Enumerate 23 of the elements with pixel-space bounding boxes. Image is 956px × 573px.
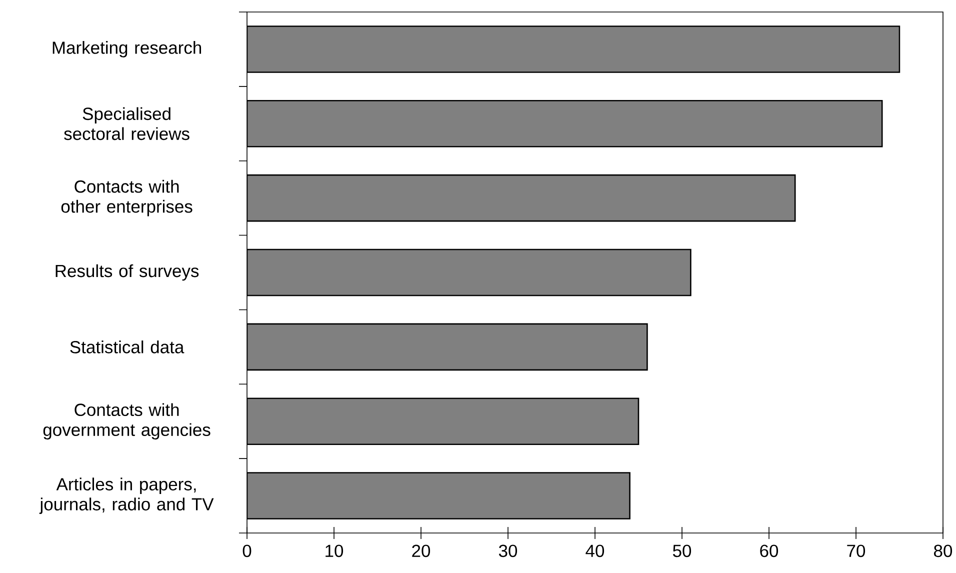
x-tick-label: 60 [760,544,778,558]
bar [247,26,900,73]
x-tick-label: 70 [847,544,866,558]
x-tick-label: 10 [326,544,344,558]
y-tick-label: Marketing research [52,41,202,58]
y-tick-label: Articles in papers, journals, radio and TV [39,478,214,514]
x-tick-label: 20 [412,544,430,558]
y-tick-label: Results of surveys [56,264,199,281]
bar [247,100,883,148]
y-tick-label: Contacts with other enterprises [61,180,192,216]
y-tick-label: Specialised sectoral reviews [64,107,190,140]
y-tick-label: Contacts with government agencies [43,403,210,440]
x-tick-label: 30 [498,544,518,558]
bar [247,323,648,371]
bar [247,472,630,520]
x-tick-label: 40 [586,544,604,558]
x-tick-label: 80 [934,544,952,558]
x-tick-label: 0 [242,544,252,558]
bar [247,248,692,296]
bar [247,174,796,222]
bar [247,398,640,446]
x-tick-label: 50 [672,544,692,558]
y-tick-label: Statistical data [70,340,184,354]
